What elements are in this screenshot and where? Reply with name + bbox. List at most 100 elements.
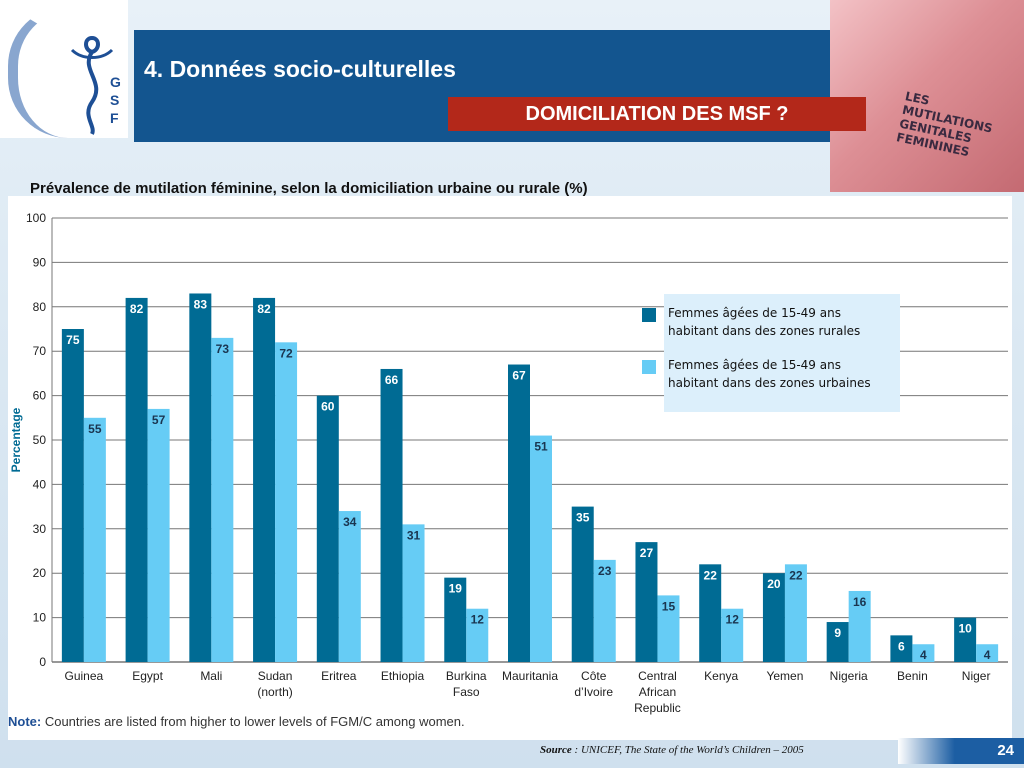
legend-swatch-urban (642, 360, 656, 374)
x-tick-label: African (639, 685, 676, 699)
bar (466, 608, 489, 662)
x-tick-label: (north) (257, 685, 292, 699)
legend-swatch-rural (642, 308, 656, 322)
logo-letter: S (110, 92, 120, 108)
data-label: 83 (194, 297, 208, 311)
bar (530, 435, 552, 662)
data-label: 4 (920, 648, 927, 662)
bar-chart: 0 10 20 30 40 50 60 70 80 90 100 Percentage 75 55 Guin… (9, 211, 1008, 715)
data-label: 82 (257, 302, 271, 316)
bar (593, 559, 616, 662)
bar (976, 644, 999, 662)
data-label: 67 (512, 369, 526, 383)
bar (338, 511, 361, 662)
page-number: 24 (898, 738, 1024, 764)
data-label: 16 (853, 595, 867, 609)
y-axis-label: Percentage (9, 407, 23, 472)
data-label: 22 (704, 568, 718, 582)
x-tick-label: d’Ivoire (574, 685, 613, 699)
bar (61, 329, 84, 662)
bar (699, 564, 722, 662)
x-tick-label: Sudan (258, 669, 293, 683)
y-tick-label: 20 (33, 566, 47, 580)
bar (147, 408, 170, 662)
data-label: 57 (152, 413, 166, 427)
logo: G S F (0, 0, 128, 138)
x-tick-label: Kenya (704, 669, 738, 683)
data-label: 27 (640, 546, 654, 560)
x-tick-label: Côte (581, 669, 607, 683)
logo-figure-icon (70, 35, 114, 135)
bar (380, 368, 403, 662)
y-tick-label: 80 (33, 300, 47, 314)
y-tick-label: 0 (39, 655, 46, 669)
data-label: 12 (726, 613, 740, 627)
y-tick-label: 100 (26, 211, 46, 225)
chart-caption: Prévalence de mutilation féminine, selon… (30, 180, 588, 197)
logo-letter: G (110, 74, 121, 90)
data-label: 82 (130, 302, 144, 316)
x-tick-label: Faso (453, 685, 480, 699)
chart-legend: Femmes âgées de 15-49 ans habitant dans … (642, 294, 900, 412)
y-tick-label: 70 (33, 344, 47, 358)
x-tick-label: Mali (200, 669, 222, 683)
x-tick-label: Ethiopia (381, 669, 425, 683)
bar (890, 635, 913, 662)
data-label: 19 (449, 582, 463, 596)
bar (784, 564, 807, 662)
source-citation: Source : UNICEF, The State of the World’… (540, 744, 804, 756)
bar (189, 293, 212, 662)
data-label: 9 (834, 626, 841, 640)
legend-line: Femmes âgées de 15-49 ans (668, 306, 841, 320)
data-label: 15 (662, 599, 676, 613)
data-label: 10 (958, 622, 972, 636)
x-tick-label: Niger (962, 669, 991, 683)
bar (954, 617, 977, 662)
data-label: 73 (216, 342, 230, 356)
data-label: 72 (279, 346, 293, 360)
book-image (830, 0, 1024, 192)
bar (635, 542, 658, 662)
x-tick-label: Egypt (132, 669, 163, 683)
x-tick-label: Mauritania (502, 669, 558, 683)
bar (83, 417, 106, 662)
x-tick-label: Guinea (65, 669, 104, 683)
data-label: 4 (984, 648, 991, 662)
x-tick-label: Eritrea (321, 669, 357, 683)
data-label: 23 (598, 564, 612, 578)
chart-panel: 0 10 20 30 40 50 60 70 80 90 100 Percentage 75 55 Guin… (8, 196, 1012, 740)
y-tick-label: 60 (33, 389, 47, 403)
x-tick-label: Yemen (766, 669, 803, 683)
note-label: Note: (8, 714, 42, 729)
bar (253, 297, 276, 662)
legend-line: habitant dans des zones rurales (668, 324, 861, 338)
source-label: Source (540, 744, 572, 756)
subtitle-banner: DOMICILIATION DES MSF ? (448, 97, 866, 131)
bar (402, 524, 425, 662)
x-tick-label: Republic (634, 701, 681, 715)
chart-note: Note: Countries are listed from higher t… (8, 714, 465, 729)
x-tick-label: Nigeria (830, 669, 868, 683)
bar (848, 590, 871, 662)
data-label: 66 (385, 373, 399, 387)
legend-label-urban: Femmes âgées de 15-49 ans habitant dans … (668, 356, 896, 392)
bar (508, 364, 530, 662)
data-label: 75 (66, 333, 80, 347)
bar (211, 337, 234, 662)
y-tick-label: 50 (33, 433, 47, 447)
data-label: 51 (534, 440, 548, 454)
legend-line: habitant dans des zones urbaines (668, 376, 871, 390)
data-label: 22 (789, 568, 803, 582)
data-label: 55 (88, 422, 102, 436)
bar (721, 608, 744, 662)
y-tick-label: 90 (33, 255, 47, 269)
y-tick-label: 10 (33, 611, 47, 625)
data-label: 35 (576, 511, 590, 525)
data-label: 12 (471, 613, 485, 627)
bar (657, 595, 680, 662)
y-tick-label: 40 (33, 477, 47, 491)
logo-letter: F (110, 110, 119, 126)
note-text: Countries are listed from higher to lowe… (41, 714, 465, 729)
bar (444, 577, 467, 662)
data-label: 20 (767, 577, 781, 591)
